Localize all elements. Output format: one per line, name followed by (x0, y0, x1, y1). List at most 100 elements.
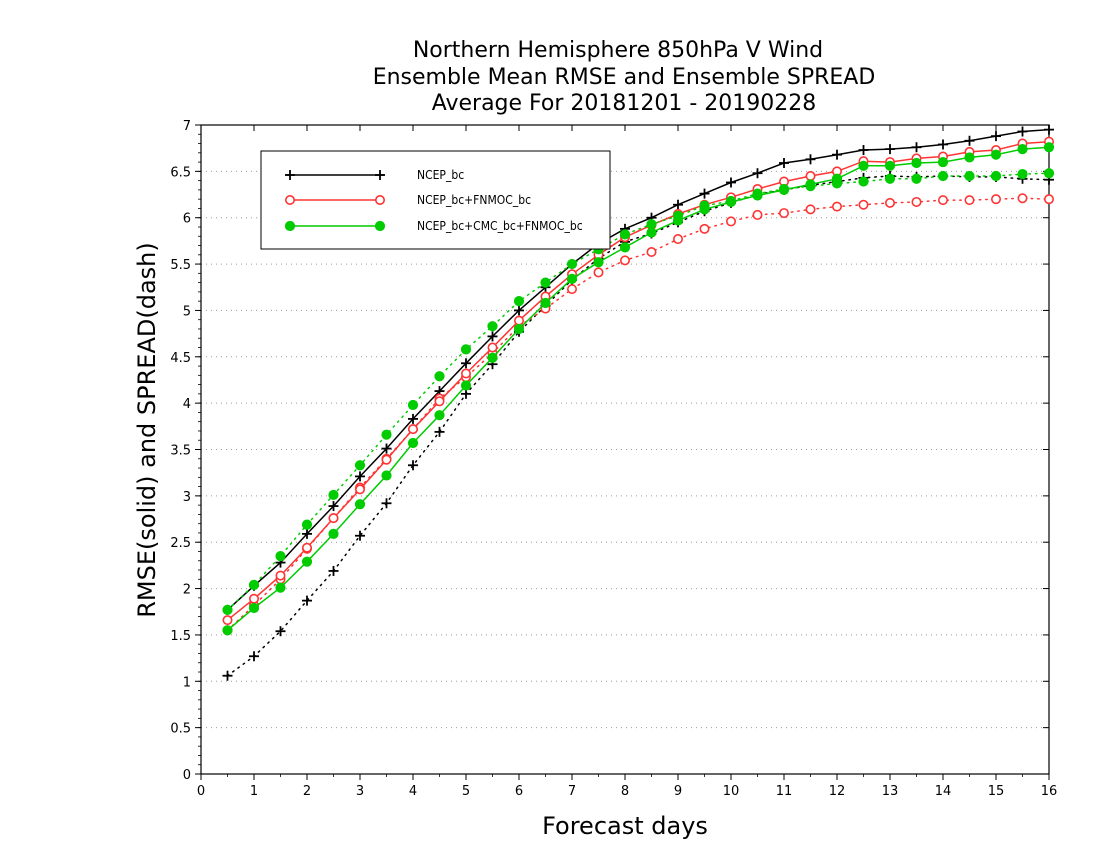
spread-point-2-24 (858, 176, 869, 187)
spread-point-2-31 (1043, 168, 1055, 179)
spread-point-0-4 (328, 565, 339, 576)
spread-point-0-6 (381, 498, 392, 509)
series-2 (222, 142, 1055, 636)
chart-title: Northern Hemisphere 850hPa V Wind Ensemb… (373, 38, 876, 116)
x-tick-label-11: 11 (776, 784, 793, 799)
spread-point-2-8 (434, 371, 445, 382)
legend-marker-left-2 (284, 220, 296, 232)
rmse-point-0-18 (699, 188, 710, 199)
rmse-point-0-11 (514, 305, 524, 316)
rmse-point-2-2 (275, 582, 286, 593)
spread-point-1-14 (593, 267, 604, 278)
spread-point-2-29 (990, 170, 1002, 182)
legend-marker-right-1 (374, 195, 385, 206)
rmse-point-1-3 (301, 542, 312, 553)
series-layer (222, 124, 1055, 681)
y-tick-label-6: 3 (183, 490, 191, 505)
spread-point-2-15 (619, 229, 631, 240)
spread-point-2-7 (407, 399, 419, 411)
spread-point-1-24 (858, 199, 869, 210)
spread-point-1-30 (1017, 193, 1028, 204)
x-tick-label-5: 5 (462, 784, 470, 799)
legend-label-2: NCEP_bc+CMC_bc+FNMOC_bc (417, 219, 583, 233)
rmse-point-2-9 (460, 380, 472, 391)
spread-point-2-6 (381, 429, 392, 440)
spread-point-1-15 (619, 255, 630, 266)
rmse-point-0-30 (1017, 126, 1028, 137)
spread-point-0-2 (275, 626, 286, 637)
spread-point-1-31 (1044, 194, 1055, 205)
x-tick-label-15: 15 (988, 784, 1005, 799)
x-tick-label-14: 14 (935, 784, 952, 799)
spread-point-0-3 (302, 595, 312, 606)
x-tick-label-3: 3 (356, 784, 364, 799)
x-tick-label-4: 4 (409, 784, 417, 799)
y-tick-label-13: 6.5 (170, 165, 191, 180)
rmse-point-1-4 (328, 513, 339, 524)
rmse-point-0-7 (408, 413, 418, 424)
chart-title-line-2: Ensemble Mean RMSE and Ensemble SPREAD (373, 65, 876, 90)
x-tick-label-16: 16 (1041, 784, 1058, 799)
rmse-point-2-25 (884, 160, 896, 171)
rmse-point-2-20 (752, 190, 763, 201)
spread-point-1-20 (752, 209, 763, 220)
rmse-point-2-24 (858, 160, 869, 171)
rmse-point-2-29 (990, 149, 1002, 160)
spread-point-1-18 (699, 223, 710, 234)
y-tick-label-11: 5.5 (170, 258, 191, 273)
chart-title-line-3: Average For 20181201 - 20190228 (432, 91, 817, 116)
spread-point-2-25 (884, 173, 896, 184)
rmse-point-0-26 (911, 142, 922, 153)
rmse-point-1-2 (275, 570, 286, 581)
spread-point-1-13 (566, 284, 577, 295)
rmse-point-0-19 (726, 177, 736, 188)
y-axis-title: RMSE(solid) and SPREAD(dash) (133, 242, 161, 618)
rmse-point-0-4 (328, 501, 339, 512)
legend-marker-left-1 (284, 195, 295, 206)
spread-point-2-30 (1017, 169, 1028, 180)
y-tick-label-10: 5 (183, 304, 191, 319)
rmse-point-0-9 (461, 358, 471, 369)
rmse-point-0-17 (673, 199, 683, 210)
legend-label-0: NCEP_bc (417, 168, 464, 182)
legend-marker-left-0 (285, 170, 295, 180)
spread-point-2-11 (513, 296, 525, 307)
rmse-point-1-6 (381, 454, 392, 465)
rmse-point-2-19 (725, 196, 737, 208)
spread-point-2-10 (487, 321, 498, 332)
spread-point-2-1 (248, 579, 260, 590)
rmse-point-0-3 (302, 528, 312, 539)
rmse-point-1-9 (460, 368, 471, 379)
rmse-point-2-15 (619, 242, 631, 253)
spread-point-2-27 (937, 170, 949, 182)
spread-point-2-26 (911, 173, 922, 184)
x-tick-label-9: 9 (674, 784, 682, 799)
spread-point-1-17 (672, 234, 683, 245)
spread-point-2-3 (301, 519, 313, 530)
rmse-point-0-25 (885, 144, 895, 155)
legend: NCEP_bc NCEP_bc+FNMOC_bc NCEP_bc+CMC_bc+FN… (260, 150, 611, 250)
rmse-point-2-18 (699, 204, 710, 215)
rmse-point-2-22 (805, 179, 816, 190)
rmse-point-2-23 (831, 173, 843, 184)
spread-point-1-21 (778, 208, 789, 219)
spread-point-0-0 (222, 670, 233, 681)
y-tick-label-5: 2.5 (170, 536, 191, 551)
spread-point-0-1 (249, 651, 259, 662)
spread-point-2-2 (275, 551, 286, 562)
spread-point-1-19 (725, 216, 736, 227)
rmse-point-2-11 (513, 323, 525, 335)
x-tick-label-0: 0 (197, 784, 205, 799)
spread-point-1-28 (964, 195, 975, 206)
spread-point-2-9 (460, 344, 472, 355)
y-tick-label-7: 3.5 (170, 444, 191, 459)
spread-point-2-0 (222, 604, 233, 615)
rmse-point-0-10 (487, 331, 498, 342)
rmse-point-0-6 (381, 443, 392, 454)
rmse-point-1-7 (407, 424, 418, 435)
rmse-point-0-23 (832, 149, 842, 160)
spread-point-2-16 (646, 219, 657, 230)
rmse-point-2-30 (1017, 144, 1028, 155)
rmse-point-2-21 (778, 184, 790, 195)
